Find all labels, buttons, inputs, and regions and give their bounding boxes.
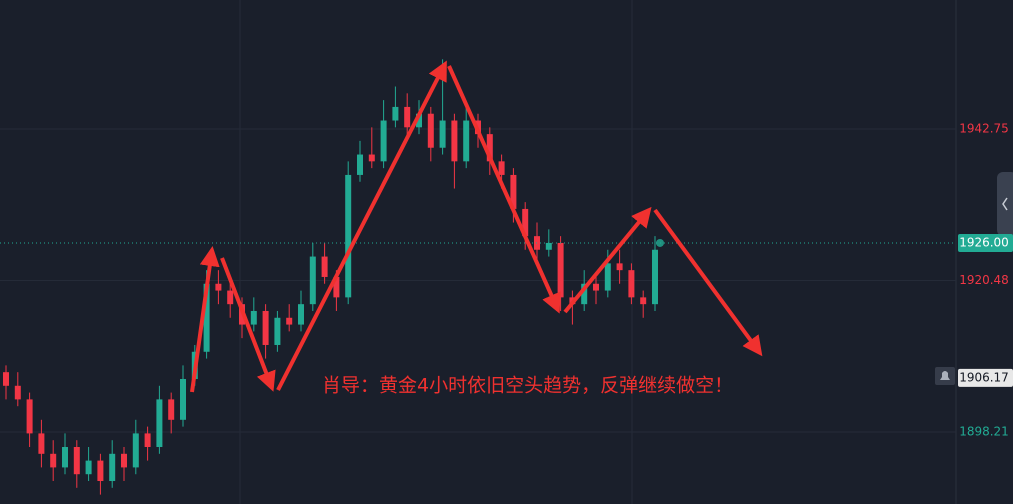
current-price-dot bbox=[656, 238, 664, 247]
bell-icon bbox=[940, 371, 950, 380]
candle-body bbox=[545, 242, 552, 250]
candle-body bbox=[557, 242, 564, 298]
candle-body bbox=[616, 263, 623, 271]
candle-body bbox=[38, 433, 45, 454]
candle-body bbox=[427, 113, 434, 148]
candle-body bbox=[132, 433, 139, 468]
current-price-box bbox=[958, 233, 1013, 252]
y-tick-label: 1942.75 bbox=[959, 122, 1009, 136]
candle-body bbox=[463, 120, 470, 162]
candle-body bbox=[73, 447, 80, 475]
candle-body bbox=[298, 304, 304, 325]
candle-body bbox=[439, 120, 446, 148]
candle-body bbox=[144, 433, 151, 448]
annotation: 肖导：黄金4小时依旧空头趋势，反弹继续做空！ bbox=[322, 375, 733, 397]
collapse-tab[interactable] bbox=[997, 172, 1013, 236]
candle-body bbox=[85, 460, 92, 475]
trend-arrows bbox=[190, 60, 763, 393]
candle-body bbox=[321, 256, 328, 277]
candle-body bbox=[286, 317, 293, 325]
candle-body bbox=[380, 120, 387, 162]
candle-body bbox=[62, 447, 68, 468]
current-price-label: 1926.00 bbox=[959, 235, 1009, 249]
candle-body bbox=[345, 174, 352, 298]
candle-body bbox=[309, 256, 316, 305]
candle-body bbox=[97, 460, 104, 482]
candle-body bbox=[262, 310, 269, 345]
candle-body bbox=[498, 161, 505, 175]
candle-body bbox=[3, 372, 9, 386]
arrow bbox=[220, 257, 276, 392]
alert-bell[interactable] bbox=[935, 367, 955, 385]
candle-body bbox=[168, 399, 175, 420]
candle-body bbox=[392, 106, 399, 121]
plot bbox=[0, 59, 956, 495]
candle-body bbox=[581, 283, 588, 305]
candle-body bbox=[451, 120, 458, 162]
candle-body bbox=[227, 290, 234, 305]
candle-body bbox=[640, 297, 647, 305]
alert-price-box bbox=[958, 368, 1013, 387]
candle-body bbox=[652, 249, 658, 305]
candle-body bbox=[333, 276, 340, 298]
arrow bbox=[653, 208, 763, 357]
candle-body bbox=[50, 453, 57, 468]
arrow bbox=[190, 246, 220, 393]
y-tick-label: 1898.21 bbox=[959, 424, 1009, 438]
candle-body bbox=[274, 317, 281, 345]
candle-body bbox=[215, 283, 222, 291]
candle-body bbox=[404, 106, 411, 128]
candle-body bbox=[604, 263, 611, 291]
side-tab[interactable] bbox=[997, 172, 1013, 236]
y-tick-label: 1920.48 bbox=[959, 273, 1009, 287]
chevron-icon bbox=[1002, 197, 1008, 211]
candle-body bbox=[26, 399, 33, 434]
alert-price-label: 1906.17 bbox=[959, 370, 1009, 384]
candle-body bbox=[109, 453, 116, 482]
arrow bbox=[447, 65, 561, 314]
candle-body bbox=[14, 385, 21, 400]
candle-body bbox=[593, 283, 599, 291]
candle-body bbox=[486, 134, 493, 162]
arrow bbox=[276, 60, 447, 391]
candle-body bbox=[156, 399, 163, 448]
candle-body bbox=[203, 283, 210, 352]
candle-body bbox=[522, 208, 529, 237]
candle-body bbox=[180, 378, 186, 420]
candle-body bbox=[416, 113, 422, 128]
candle-body bbox=[250, 310, 257, 325]
candle-body bbox=[510, 174, 517, 209]
candle-body bbox=[357, 154, 363, 175]
candle-body bbox=[368, 154, 375, 162]
arrow bbox=[563, 206, 652, 314]
candle-body bbox=[121, 453, 127, 468]
candle-body bbox=[628, 270, 635, 298]
